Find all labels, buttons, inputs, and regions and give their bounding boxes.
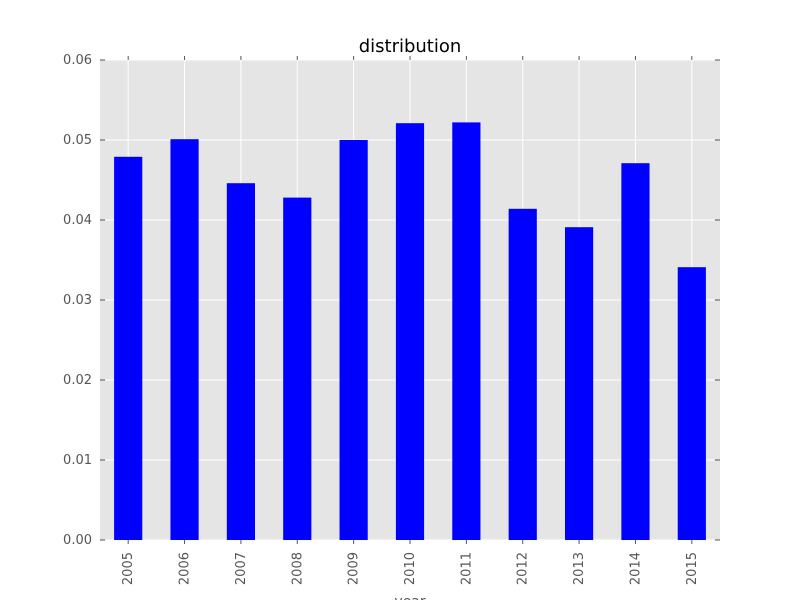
- y-tick-labels: 0.00 0.01 0.02 0.03 0.04 0.05 0.06: [63, 53, 92, 548]
- bar-2010: [395, 123, 425, 540]
- x-tick-label: 2006: [178, 552, 193, 585]
- x-tick-label: 2011: [459, 552, 474, 585]
- x-tick-label: 2014: [628, 552, 643, 585]
- x-tick-label: 2005: [121, 552, 136, 585]
- y-tick-label: 0.02: [63, 373, 92, 388]
- y-tick-label: 0.00: [63, 533, 92, 548]
- bar-2015: [677, 267, 706, 540]
- bar-2009: [339, 140, 368, 540]
- bar-2014: [621, 163, 650, 540]
- x-tick-label: 2015: [685, 552, 700, 585]
- chart-title: distribution: [359, 36, 462, 57]
- x-tick-label: 2013: [572, 552, 587, 585]
- y-tick-label: 0.01: [63, 453, 92, 468]
- x-tick-label: 2008: [290, 552, 305, 585]
- bar-2012: [508, 208, 537, 541]
- x-tick-label: 2009: [347, 552, 362, 585]
- axis-ticks: [100, 56, 720, 544]
- bar-2013: [565, 227, 594, 540]
- x-tick-label: 2010: [403, 552, 418, 585]
- bar-2008: [283, 197, 312, 540]
- y-tick-label: 0.05: [63, 133, 92, 148]
- bar-2005: [114, 156, 143, 541]
- bar-2007: [226, 183, 255, 540]
- bar-2006: [170, 139, 199, 540]
- x-axis-label: year: [394, 594, 425, 600]
- y-tick-label: 0.03: [63, 293, 92, 308]
- bar-2011: [452, 122, 481, 541]
- x-tick-label: 2007: [234, 552, 249, 585]
- y-tick-label: 0.04: [63, 213, 92, 228]
- x-tick-label: 2012: [516, 552, 531, 585]
- x-tick-labels: 2005 2006 2007 2008 2009 2010 2011 2012 2013 2014…: [121, 552, 700, 585]
- bars: [114, 122, 706, 541]
- y-tick-label: 0.06: [63, 53, 92, 68]
